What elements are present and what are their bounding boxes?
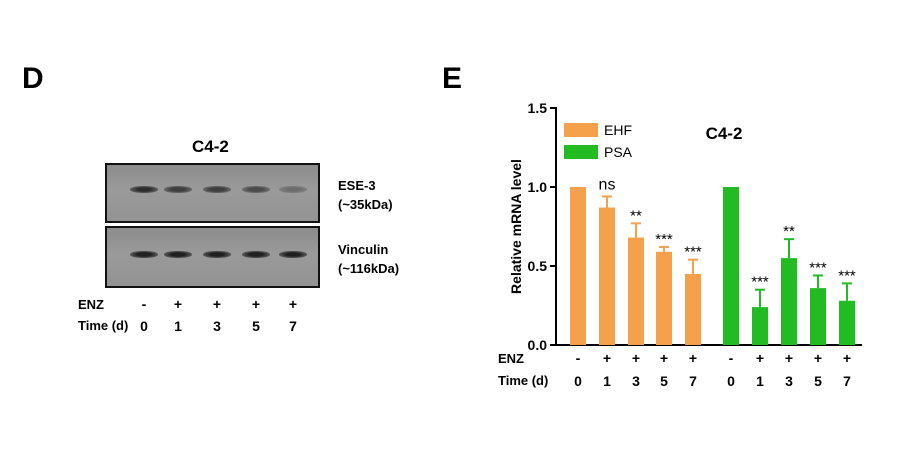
y-tick-label: 0.5 [528, 258, 548, 274]
blot-band [242, 251, 270, 258]
chart-enz-cell: - [575, 350, 581, 366]
blot-time-cell: 7 [289, 318, 297, 334]
significance-label: *** [838, 267, 856, 284]
blot-band [203, 251, 231, 258]
blot-enz-cell: + [173, 296, 183, 312]
significance-label: *** [684, 244, 702, 261]
chart-time-cell: 0 [574, 373, 582, 389]
chart-enz-cell: + [813, 350, 823, 366]
significance-label: ** [783, 223, 795, 240]
significance-label: ** [630, 207, 642, 224]
significance-label: *** [809, 259, 827, 276]
chart-time-cell: 1 [603, 373, 611, 389]
panel-d-letter: D [22, 62, 44, 95]
chart-time-cell: 3 [632, 373, 640, 389]
chart-enz-cell: + [784, 350, 794, 366]
y-tick-label: 1.0 [528, 179, 548, 195]
blot-time-cell: 5 [252, 318, 260, 334]
blot-title: C4-2 [192, 137, 229, 156]
chart-enz-cell: + [659, 350, 669, 366]
blot-band [130, 251, 158, 258]
chart-time-cell: 5 [660, 373, 668, 389]
bar-ehf [656, 251, 672, 345]
legend-swatch-psa [564, 145, 598, 159]
panel-e-letter: E [442, 62, 463, 95]
chart-enz-cell: + [631, 350, 641, 366]
blot-label-ese3-size: (~35kDa) [338, 197, 393, 212]
blot-time-cell: 0 [140, 318, 148, 334]
blot-enz-cell: + [288, 296, 298, 312]
significance-label: *** [655, 231, 673, 248]
blot-band [164, 186, 192, 193]
chart-time-cell: 7 [843, 373, 851, 389]
chart-time-cell: 3 [785, 373, 793, 389]
bar-ehf [628, 237, 644, 345]
chart-time-cell: 7 [689, 373, 697, 389]
chart-enz-cell: + [842, 350, 852, 366]
blot-enz-cell: + [212, 296, 222, 312]
chart-title: C4-2 [706, 124, 743, 143]
blot-band [279, 186, 307, 193]
blot-ese3 [105, 163, 320, 223]
bar-psa [752, 307, 768, 345]
blot-enz-cell: + [251, 296, 261, 312]
chart-time-cell: 5 [814, 373, 822, 389]
blot-band [203, 186, 231, 193]
chart-time-label: Time (d) [498, 373, 549, 388]
bar-ehf [570, 187, 586, 345]
significance-label: *** [751, 274, 769, 291]
significance-label: ns [599, 176, 616, 193]
blot-band [164, 251, 192, 258]
bar-psa [810, 288, 826, 345]
blot-band [279, 251, 307, 258]
legend-label-psa: PSA [604, 144, 633, 160]
blot-time-cell: 1 [174, 318, 182, 334]
legend-label-ehf: EHF [604, 122, 632, 138]
blot-time-cell: 3 [213, 318, 221, 334]
blot-label-vinculin-size: (~116kDa) [338, 261, 400, 276]
blot-label-ese3: ESE-3 (~35kDa) [338, 176, 393, 214]
chart-enz-cell: + [688, 350, 698, 366]
bar-psa [839, 300, 855, 345]
blot-label-ese3-name: ESE-3 [338, 178, 376, 193]
y-tick-label: 0.0 [528, 337, 548, 353]
legend-swatch-ehf [564, 123, 598, 137]
blot-label-vinculin: Vinculin (~116kDa) [338, 240, 399, 278]
blot-label-vinculin-name: Vinculin [338, 242, 389, 257]
chart-time-cell: 0 [727, 373, 735, 389]
y-axis-label: Relative mRNA level [508, 159, 524, 294]
chart-enz-cell: - [728, 350, 734, 366]
blot-band [130, 186, 158, 193]
blot-enz-label: ENZ [78, 297, 104, 312]
bar-ehf [599, 207, 615, 345]
chart-time-cell: 1 [756, 373, 764, 389]
chart-enz-cell: + [602, 350, 612, 366]
blot-time-label: Time (d) [78, 318, 129, 333]
chart-enz-cell: + [755, 350, 765, 366]
bar-ehf [685, 273, 701, 345]
blot-band [242, 186, 270, 193]
y-tick-label: 1.5 [528, 100, 548, 116]
bar-psa [723, 187, 739, 345]
chart-enz-label: ENZ [498, 351, 524, 366]
blot-enz-cell: - [141, 296, 147, 312]
bar-psa [781, 258, 797, 345]
